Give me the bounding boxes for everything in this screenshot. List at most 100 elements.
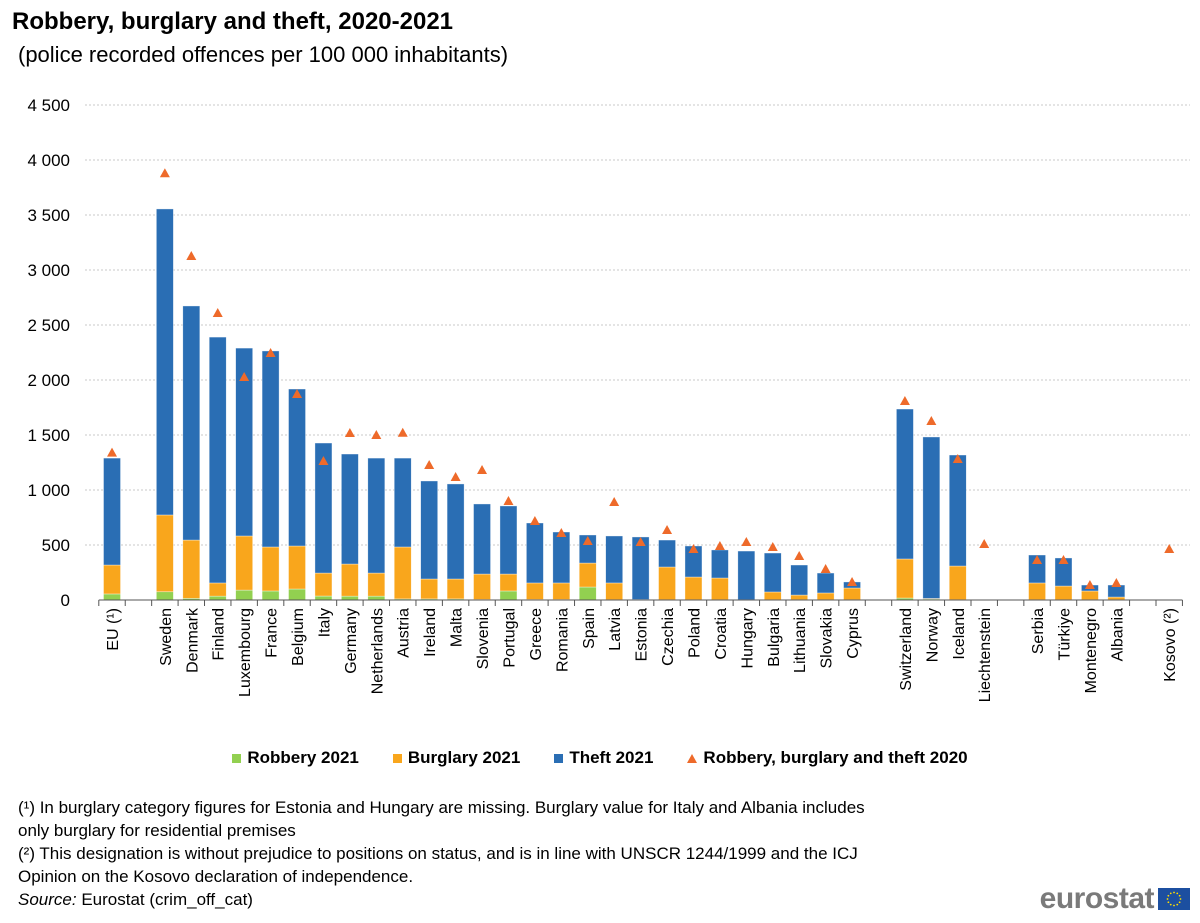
theft-swatch bbox=[554, 753, 564, 763]
total-2020-triangle-marker bbox=[344, 428, 355, 438]
y-tick-label: 2 000 bbox=[27, 371, 70, 390]
total-2020-triangle-marker bbox=[609, 496, 620, 506]
x-category-label: Denmark bbox=[184, 607, 201, 673]
theft-bar-2021 bbox=[948, 454, 967, 567]
x-category-label: Malta bbox=[449, 608, 466, 647]
x-category-label: Bulgaria bbox=[766, 608, 783, 667]
eu-star bbox=[1169, 892, 1172, 895]
source-label: Source: bbox=[18, 890, 77, 909]
theft-bar-2021 bbox=[156, 208, 174, 516]
markers-2020 bbox=[107, 168, 1175, 590]
total-2020-triangle-marker bbox=[212, 308, 223, 318]
theft-bar-2021 bbox=[816, 572, 835, 594]
x-category-label: Türkiye bbox=[1056, 608, 1073, 661]
burglary-bar-2021 bbox=[552, 582, 571, 600]
total-2020-triangle-marker bbox=[265, 348, 276, 358]
eu-star bbox=[1167, 894, 1170, 897]
burglary-bar-2021 bbox=[526, 582, 544, 600]
x-category-label: Spain bbox=[581, 608, 598, 649]
burglary-bar-2021 bbox=[711, 577, 729, 600]
stacked-bar-chart: 0 500 1 000 1 500 2 000 2 500 3 000 3 500 4 000 4… bbox=[27, 96, 1190, 702]
total-2020-triangle-marker bbox=[635, 537, 646, 547]
x-category-label: Kosovo (²) bbox=[1162, 608, 1179, 682]
total-2020-triangle-marker bbox=[503, 496, 514, 505]
burglary-bar-2021 bbox=[790, 594, 808, 600]
burglary-bar-2021 bbox=[843, 587, 861, 600]
x-axis-category-labels: EU (¹) Sweden Denmark Finland Luxembourg Fran… bbox=[105, 607, 1179, 702]
x-category-label: Estonia bbox=[634, 608, 651, 661]
theft-bar-2021 bbox=[578, 534, 597, 564]
burglary-bar-2021 bbox=[367, 572, 386, 597]
total-2020-triangle-marker bbox=[318, 455, 329, 465]
footnotes: (¹) In burglary category figures for Est… bbox=[18, 796, 865, 911]
y-tick-label: 1 500 bbox=[27, 426, 70, 445]
x-category-label: France bbox=[264, 608, 281, 658]
burglary-bar-2021 bbox=[473, 573, 491, 600]
total-2020-triangle-marker bbox=[741, 537, 752, 547]
theft-bar-2021 bbox=[182, 305, 201, 541]
legend-item-total-2020: Robbery, burglary and theft 2020 bbox=[687, 748, 968, 768]
y-tick-label: 3 000 bbox=[27, 261, 70, 280]
legend-item-robbery: Robbery 2021 bbox=[232, 748, 359, 768]
burglary-bar-2021 bbox=[156, 514, 174, 593]
eu-star bbox=[1178, 894, 1181, 897]
source-note: Source: Eurostat (crim_off_cat) bbox=[18, 888, 865, 911]
burglary-bar-2021 bbox=[393, 546, 412, 600]
x-category-label: Switzerland bbox=[898, 608, 915, 691]
total-2020-triangle-marker bbox=[662, 525, 673, 535]
legend-item-theft: Theft 2021 bbox=[554, 748, 653, 768]
burglary-bar-2021 bbox=[235, 535, 253, 591]
x-category-label: Lithuania bbox=[792, 608, 809, 673]
y-tick-label: 3 500 bbox=[27, 206, 70, 225]
theft-bar-2021 bbox=[208, 336, 227, 584]
x-category-label: Serbia bbox=[1030, 608, 1047, 654]
total-2020-triangle-marker bbox=[952, 453, 963, 463]
x-category-label: Belgium bbox=[290, 608, 307, 666]
burglary-bar-2021 bbox=[763, 591, 782, 600]
burglary-bar-2021 bbox=[816, 592, 835, 600]
total-2020-triangle-marker bbox=[292, 388, 303, 398]
total-2020-triangle-marker bbox=[794, 551, 805, 560]
robbery-bar-2021 bbox=[156, 591, 174, 601]
burglary-bar-2021 bbox=[288, 545, 306, 590]
burglary-bar-2021 bbox=[948, 565, 967, 600]
eu-star bbox=[1176, 903, 1179, 906]
total-2020-triangle-marker bbox=[714, 540, 725, 550]
x-category-label: Ireland bbox=[422, 608, 439, 657]
burglary-bar-2021 bbox=[341, 563, 359, 597]
legend-label: Theft 2021 bbox=[569, 748, 654, 767]
triangle-marker-icon bbox=[687, 753, 698, 763]
total-2020-triangle-marker bbox=[820, 563, 831, 573]
total-2020-triangle-marker bbox=[107, 447, 118, 457]
robbery-bar-2021 bbox=[341, 595, 359, 601]
theft-bar-2021 bbox=[790, 564, 808, 596]
y-tick-label: 0 bbox=[61, 591, 70, 610]
burglary-bar-2021 bbox=[684, 576, 703, 600]
bars bbox=[103, 208, 1126, 601]
eu-star bbox=[1173, 891, 1175, 894]
x-category-label: Croatia bbox=[713, 608, 730, 660]
logo-text: eurostat bbox=[1039, 882, 1155, 915]
theft-bar-2021 bbox=[711, 549, 729, 579]
x-category-label: Albania bbox=[1109, 608, 1126, 661]
legend-label: Burglary 2021 bbox=[407, 748, 521, 767]
eu-star bbox=[1167, 901, 1170, 904]
burglary-bar-2021 bbox=[446, 578, 465, 600]
theft-bar-2021 bbox=[235, 347, 253, 537]
robbery-bar-2021 bbox=[288, 588, 306, 601]
burglary-bar-2021 bbox=[605, 582, 623, 600]
burglary-bar-2021 bbox=[103, 564, 121, 595]
x-category-label: Norway bbox=[924, 608, 941, 662]
burglary-bar-2021 bbox=[208, 582, 227, 597]
robbery-bar-2021 bbox=[578, 586, 597, 601]
y-tick-label: 1 000 bbox=[27, 481, 70, 500]
total-2020-triangle-marker bbox=[529, 516, 540, 526]
legend-label: Robbery 2021 bbox=[247, 748, 359, 767]
x-category-label: Greece bbox=[528, 608, 545, 661]
robbery-bar-2021 bbox=[261, 590, 280, 601]
footnote-1-line-1: (¹) In burglary category figures for Est… bbox=[18, 798, 865, 817]
burglary-bar-2021 bbox=[1107, 596, 1126, 600]
eu-star bbox=[1178, 901, 1181, 904]
robbery-bar-2021 bbox=[314, 595, 333, 601]
x-category-label: Netherlands bbox=[369, 608, 386, 694]
